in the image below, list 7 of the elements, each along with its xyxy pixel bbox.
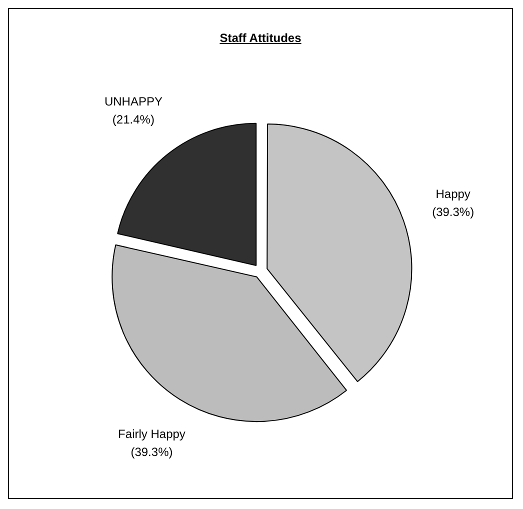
data-label: (39.3%) xyxy=(130,444,173,459)
slice-label: Happy xyxy=(436,187,470,202)
slice-label: UNHAPPY xyxy=(104,94,162,109)
slice-label: Fairly Happy xyxy=(118,426,186,441)
chart-title: Staff Attitudes xyxy=(218,30,302,47)
data-label: (39.3%) xyxy=(432,205,474,220)
data-label: (21.4%) xyxy=(112,112,154,127)
